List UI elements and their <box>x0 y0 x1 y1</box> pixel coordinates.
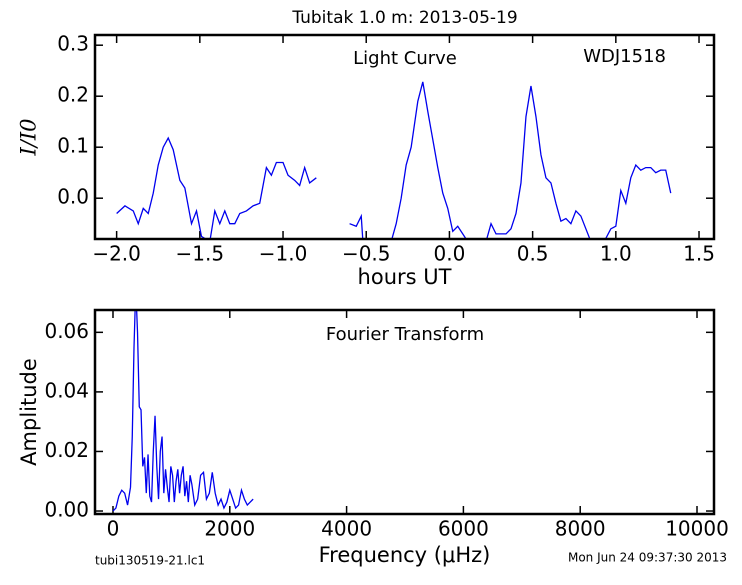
y-tick-label: 0.2 <box>57 83 89 107</box>
x-tick-label: 4000 <box>321 517 372 541</box>
figure-title: Tubitak 1.0 m: 2013-05-19 <box>291 8 517 28</box>
y-tick-label: 0.0 <box>57 185 89 209</box>
y-tick-label: 0.04 <box>44 378 89 402</box>
x-tick-label: 6000 <box>438 517 489 541</box>
x-tick-label: −1.5 <box>176 242 225 266</box>
y-axis-label: I/I0 <box>17 118 41 156</box>
x-tick-label: −0.5 <box>342 242 391 266</box>
x-tick-label: 0.0 <box>434 242 466 266</box>
footer-right: Mon Jun 24 09:37:30 2013 <box>568 551 727 565</box>
y-axis-label: Amplitude <box>17 358 41 466</box>
y-tick-label: 0.02 <box>44 438 89 462</box>
annotation: Fourier Transform <box>326 324 484 345</box>
annotation: WDJ1518 <box>583 46 666 67</box>
x-axis-label: hours UT <box>358 265 452 289</box>
x-tick-label: 10000 <box>665 517 729 541</box>
annotation: Light Curve <box>353 48 457 69</box>
data-line <box>116 81 672 239</box>
x-tick-label: −2.0 <box>92 242 141 266</box>
y-tick-label: 0.3 <box>57 32 89 56</box>
x-axis-label: Frequency (μHz) <box>319 543 491 567</box>
x-tick-label: 2000 <box>204 517 255 541</box>
x-tick-label: −1.0 <box>259 242 308 266</box>
plot-frame <box>93 33 716 241</box>
y-tick-label: 0.00 <box>44 498 89 522</box>
plot-frame <box>93 308 716 516</box>
y-tick-label: 0.06 <box>44 319 89 343</box>
data-line <box>112 310 254 512</box>
x-tick-label: 0.5 <box>517 242 549 266</box>
x-tick-label: 1.5 <box>683 242 715 266</box>
x-tick-label: 8000 <box>555 517 606 541</box>
x-tick-label: 1.0 <box>600 242 632 266</box>
x-tick-label: 0 <box>107 517 120 541</box>
footer-left: tubi130519-21.lc1 <box>95 554 205 568</box>
y-tick-label: 0.1 <box>57 134 89 158</box>
